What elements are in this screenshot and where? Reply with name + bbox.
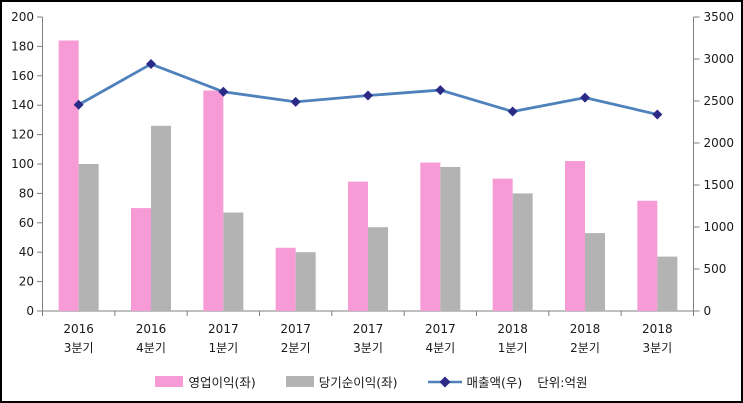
right-axis-tick-label: 3500 — [704, 10, 735, 24]
revenue-label: 매출액(우) — [466, 375, 523, 390]
left-axis-tick-label: 0 — [26, 304, 34, 318]
category-quarter-label: 2분기 — [570, 341, 600, 355]
net-profit-label: 당기순이익(좌) — [318, 375, 398, 390]
category-quarter-label: 3분기 — [353, 341, 383, 355]
category-quarter-label: 4분기 — [425, 341, 455, 355]
revenue-marker — [363, 90, 373, 101]
net-profit-bar — [78, 164, 99, 311]
net-profit-bar — [585, 233, 605, 311]
operating-profit-bar — [565, 161, 585, 311]
net-profit-bar — [440, 166, 461, 311]
left-axis-tick-label: 100 — [11, 157, 34, 171]
category-year-label: 2018 — [570, 322, 601, 336]
category-year-label: 2017 — [353, 322, 384, 336]
operating-profit-label: 영업이익(좌) — [188, 375, 256, 390]
net-profit-bar — [223, 212, 244, 311]
revenue-line — [77, 62, 658, 116]
combo-chart-plot: 0204060801001201401601802000500100015002… — [11, 10, 735, 355]
right-axis-tick-label: 0 — [704, 304, 712, 318]
revenue-marker — [652, 109, 663, 120]
operating-profit-bar — [58, 40, 79, 312]
left-axis-tick-label: 160 — [11, 69, 34, 83]
revenue-marker — [73, 99, 84, 110]
category-year-label: 2016 — [136, 322, 167, 336]
net-profit-bar — [368, 227, 388, 311]
revenue-marker — [218, 86, 229, 97]
revenue-marker — [290, 96, 301, 107]
operating-profit-bar — [275, 247, 296, 311]
revenue-marker — [146, 59, 156, 70]
category-quarter-label: 1분기 — [208, 341, 238, 355]
right-axis-tick-label: 1500 — [704, 178, 735, 192]
category-year-label: 2017 — [425, 322, 456, 336]
operating-profit-bar — [492, 178, 513, 311]
left-axis-tick-label: 20 — [19, 275, 34, 289]
operating-profit-bar — [637, 200, 658, 311]
right-axis-tick-label: 2500 — [704, 94, 735, 108]
right-axis-tick-label: 3000 — [704, 52, 735, 66]
chart-legend: 영업이익(좌) 당기순이익(좌) 매출액(우) 단위:억원 — [2, 372, 741, 391]
left-axis-tick-label: 120 — [11, 128, 34, 142]
revenue-marker — [435, 85, 446, 96]
legend-item-revenue: 매출액(우) 단위:억원 — [427, 372, 588, 391]
category-quarter-label: 2분기 — [281, 341, 311, 355]
left-axis-tick-label: 80 — [19, 186, 34, 200]
right-axis-tick-label: 2000 — [704, 136, 735, 150]
net-profit-bar — [512, 193, 533, 311]
net-profit-bar — [657, 256, 678, 311]
operating-profit-bar — [420, 162, 441, 311]
revenue-marker — [580, 92, 590, 103]
operating-profit-swatch-icon — [155, 376, 184, 387]
category-year-label: 2018 — [497, 322, 528, 336]
category-quarter-label: 4분기 — [136, 341, 166, 355]
left-axis-tick-label: 40 — [19, 245, 34, 259]
left-axis-tick-label: 180 — [11, 39, 34, 53]
left-axis-tick-label: 140 — [11, 98, 34, 112]
net-profit-bar — [295, 252, 316, 311]
operating-profit-bar — [203, 90, 224, 311]
unit-label: 단위:억원 — [537, 375, 588, 390]
category-quarter-label: 3분기 — [642, 341, 672, 355]
net-profit-swatch-icon — [285, 376, 314, 387]
left-axis-tick-label: 60 — [19, 216, 34, 230]
net-profit-bar — [151, 125, 171, 311]
category-year-label: 2016 — [63, 322, 94, 336]
category-year-label: 2017 — [280, 322, 311, 336]
category-year-label: 2017 — [208, 322, 239, 336]
category-quarter-label: 3분기 — [64, 341, 94, 355]
category-year-label: 2018 — [642, 322, 673, 336]
revenue-line-marker-icon — [427, 376, 462, 387]
right-axis-tick-label: 500 — [704, 262, 727, 276]
legend-item-net-profit: 당기순이익(좌) — [285, 372, 398, 391]
category-quarter-label: 1분기 — [498, 341, 528, 355]
legend-item-operating-profit: 영업이익(좌) — [155, 372, 256, 391]
left-axis-tick-label: 200 — [11, 10, 34, 24]
revenue-marker — [507, 106, 518, 117]
right-axis-tick-label: 1000 — [704, 220, 735, 234]
operating-profit-bar — [131, 208, 151, 311]
operating-profit-bar — [348, 181, 368, 311]
